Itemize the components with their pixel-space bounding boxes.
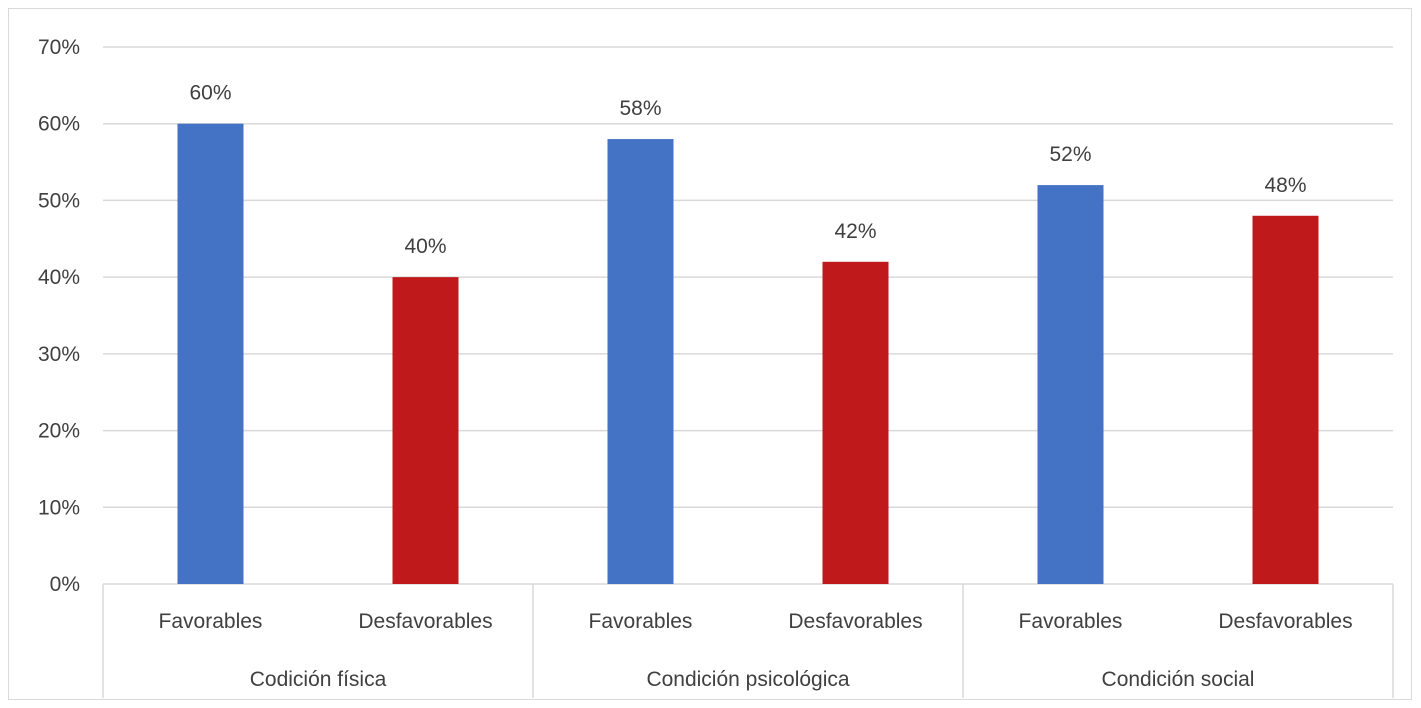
group-label: Condición psicológica — [646, 668, 849, 691]
data-label: 52% — [1049, 143, 1091, 166]
category-label: Desfavorables — [788, 610, 922, 633]
data-label: 42% — [834, 220, 876, 243]
category-label: Favorables — [1019, 610, 1123, 633]
category-label: Desfavorables — [1218, 610, 1352, 633]
bar-favorables — [1037, 185, 1104, 585]
y-tick-label: 0% — [50, 573, 80, 596]
group-label: Codición física — [250, 668, 387, 691]
y-tick-label: 50% — [38, 189, 80, 212]
y-tick-label: 10% — [38, 496, 80, 519]
data-label: 60% — [189, 82, 231, 105]
y-tick-label: 30% — [38, 343, 80, 366]
bar-favorables — [177, 123, 244, 584]
bar-desfavorables — [1252, 215, 1319, 584]
bar-desfavorables — [392, 277, 459, 584]
bar-favorables — [607, 139, 674, 585]
category-label: Favorables — [589, 610, 693, 633]
category-label: Favorables — [159, 610, 263, 633]
category-label: Desfavorables — [358, 610, 492, 633]
bar-desfavorables — [822, 261, 889, 584]
data-label: 58% — [619, 97, 661, 120]
group-label: Condición social — [1102, 668, 1255, 691]
y-tick-label: 20% — [38, 420, 80, 443]
data-label: 40% — [404, 235, 446, 258]
data-label: 48% — [1264, 174, 1306, 197]
y-tick-label: 60% — [38, 113, 80, 136]
y-tick-label: 70% — [38, 36, 80, 59]
y-tick-label: 40% — [38, 266, 80, 289]
